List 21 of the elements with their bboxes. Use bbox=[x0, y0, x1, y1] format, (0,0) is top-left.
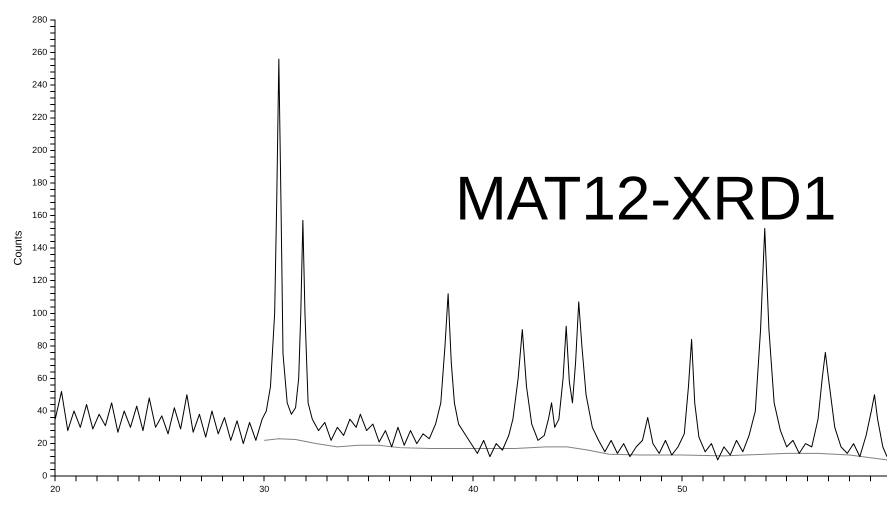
y-tick-label: 20 bbox=[37, 438, 48, 448]
y-tick-label: 40 bbox=[37, 406, 48, 416]
y-tick-label: 0 bbox=[42, 470, 48, 481]
y-tick-label: 200 bbox=[32, 144, 48, 155]
y-tick-label: 280 bbox=[32, 14, 48, 24]
y-tick-label: 80 bbox=[37, 340, 48, 350]
x-tick-label: 30 bbox=[259, 484, 270, 494]
y-tick-label: 100 bbox=[32, 308, 48, 318]
y-tick-label: 120 bbox=[32, 275, 48, 286]
y-tick-label: 60 bbox=[37, 372, 48, 383]
y-tick-label: 260 bbox=[32, 47, 48, 58]
annotation: MAT12-XRD1 bbox=[455, 164, 836, 234]
y-tick-label: 240 bbox=[32, 80, 48, 90]
y-tick-label: 180 bbox=[32, 177, 48, 188]
y-tick-label: 220 bbox=[32, 112, 48, 122]
x-tick-label: 40 bbox=[468, 484, 478, 494]
x-tick-label: 20 bbox=[50, 484, 60, 494]
y-tick-label: 140 bbox=[32, 242, 48, 253]
x-tick-label: 50 bbox=[677, 484, 688, 494]
y-axis-title: Counts bbox=[12, 230, 25, 266]
y-tick-label: 160 bbox=[32, 210, 48, 220]
